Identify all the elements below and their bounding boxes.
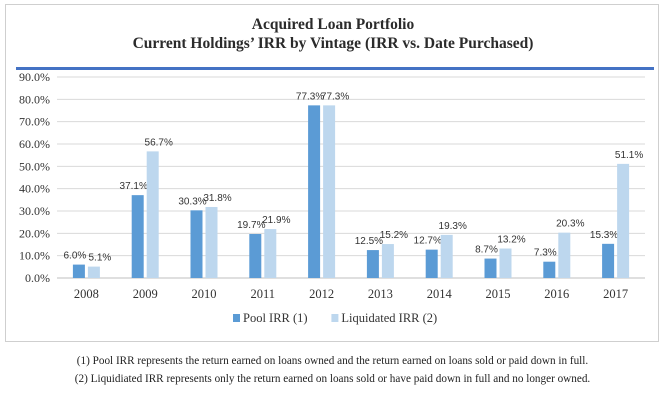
bar-pool-irr — [366, 250, 379, 278]
bar-pool-irr — [190, 210, 203, 278]
y-tick-label: 30.0% — [19, 204, 50, 218]
y-tick-label: 20.0% — [19, 226, 50, 240]
legend-swatch — [233, 314, 240, 322]
footnote-2: (2) Liquidiated IRR represents only the … — [74, 373, 591, 385]
bar-liquidated-irr — [558, 232, 571, 278]
chart-title-block: Acquired Loan Portfolio Current Holdings… — [6, 15, 660, 53]
x-tick-label: 2017 — [603, 287, 628, 301]
bar-liquidated-irr — [205, 206, 218, 278]
x-tick-label: 2016 — [544, 287, 569, 301]
bar-pool-irr — [543, 261, 556, 278]
bar-liquidated-irr — [499, 248, 512, 278]
title-divider — [16, 67, 654, 70]
footnotes: (1) Pool IRR represents the return earne… — [0, 352, 665, 388]
data-label: 12.5% — [355, 236, 383, 247]
y-tick-label: 70.0% — [19, 115, 50, 129]
data-label: 6.0% — [64, 251, 87, 262]
data-label: 12.7% — [414, 236, 442, 247]
x-tick-label: 2015 — [486, 287, 511, 301]
data-label: 30.3% — [178, 196, 206, 207]
x-tick-label: 2013 — [368, 287, 393, 301]
data-label: 20.3% — [556, 219, 584, 230]
bar-chart: 0.0% 10.0% 20.0% 30.0% 40.0% 50.0% 60.0% 70.0% 8… — [19, 70, 645, 325]
data-label: 77.3% — [321, 91, 349, 102]
data-label: 31.8% — [203, 193, 231, 204]
data-label: 15.3% — [590, 230, 618, 241]
data-label: 51.1% — [615, 150, 643, 161]
y-tick-label: 10.0% — [19, 249, 50, 263]
bar-pool-irr — [308, 105, 321, 278]
bar-pool-irr — [425, 249, 438, 278]
bar-pool-irr — [72, 264, 85, 278]
data-label: 5.1% — [89, 253, 112, 264]
bar-pool-irr — [249, 234, 262, 278]
bar-liquidated-irr — [440, 234, 453, 278]
data-label: 19.3% — [439, 221, 467, 232]
bar-liquidated-irr — [617, 163, 630, 278]
y-tick-label: 60.0% — [19, 137, 50, 151]
data-label: 37.1% — [120, 181, 148, 192]
legend-label: Liquidated IRR (2) — [341, 311, 437, 325]
x-tick-label: 2008 — [74, 287, 99, 301]
x-tick-label: 2012 — [309, 287, 334, 301]
data-label: 19.7% — [237, 220, 265, 231]
bar-liquidated-irr — [323, 105, 336, 278]
legend-swatch — [331, 314, 339, 322]
y-tick-label: 80.0% — [19, 92, 50, 106]
data-label: 15.2% — [380, 230, 408, 241]
data-label: 13.2% — [497, 235, 525, 246]
y-tick-label: 40.0% — [19, 182, 50, 196]
data-label: 7.3% — [534, 248, 557, 259]
bar-pool-irr — [484, 258, 497, 278]
data-label: 77.3% — [296, 91, 324, 102]
bar-liquidated-irr — [146, 151, 159, 278]
x-tick-label: 2010 — [192, 287, 217, 301]
bar-pool-irr — [602, 243, 615, 278]
x-tick-label: 2011 — [251, 287, 276, 301]
y-tick-label: 90.0% — [19, 70, 50, 84]
footnote-1: (1) Pool IRR represents the return earne… — [76, 355, 589, 367]
x-tick-label: 2014 — [427, 287, 453, 301]
data-label: 21.9% — [262, 215, 290, 226]
data-label: 8.7% — [475, 245, 498, 256]
y-tick-label: 0.0% — [25, 271, 50, 285]
legend-label: Pool IRR (1) — [243, 311, 308, 325]
bar-liquidated-irr — [87, 266, 100, 278]
y-tick-label: 50.0% — [19, 159, 50, 173]
chart-subtitle: Current Holdings’ IRR by Vintage (IRR vs… — [132, 35, 534, 52]
bar-liquidated-irr — [381, 244, 394, 278]
bar-pool-irr — [131, 195, 144, 278]
bar-liquidated-irr — [264, 229, 277, 278]
data-label: 56.7% — [145, 137, 173, 148]
chart-title: Acquired Loan Portfolio — [251, 16, 415, 33]
x-tick-label: 2009 — [133, 287, 158, 301]
